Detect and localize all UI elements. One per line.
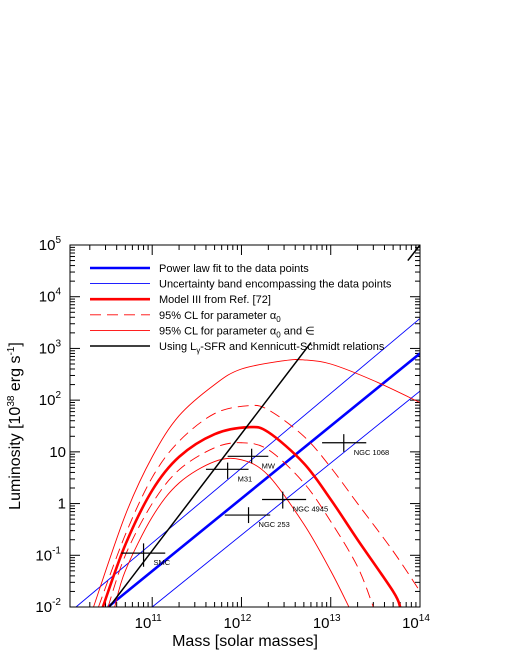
y-tick-label-base: 10	[35, 547, 52, 564]
data-point: NGC 4945	[262, 491, 328, 513]
y-axis-title-part2: erg s	[7, 356, 24, 396]
series-line-5	[107, 442, 374, 607]
y-tick-label-base: 10	[39, 289, 56, 306]
y-axis-title-sup1: 38	[6, 395, 17, 407]
data-point: NGC 253	[224, 507, 290, 529]
legend-label: Using Lγ-SFR and Kennicutt-Schmidt relat…	[159, 341, 385, 355]
y-tick-label: 1	[58, 496, 66, 513]
series-line-3	[101, 425, 402, 607]
x-tick-label: 1011	[135, 613, 163, 632]
series-line-1	[75, 318, 420, 607]
x-axis-title: Mass [solar masses]	[172, 633, 318, 650]
legend-label-text: Using L	[159, 341, 196, 353]
x-tick-label-exp: 12	[240, 613, 252, 624]
data-point-label: SMC	[154, 558, 171, 567]
y-tick-label-base: 1	[58, 496, 66, 513]
legend-label: 95% CL for parameter α0	[159, 310, 281, 324]
series-line-7	[114, 457, 350, 607]
y-tick-label-exp: -1	[52, 545, 61, 556]
y-tick-label: 102	[39, 390, 62, 409]
y-tick-label-exp: 4	[55, 287, 61, 298]
y-tick-label: 10-2	[35, 597, 61, 616]
x-tick-label-base: 10	[313, 615, 330, 632]
x-tick-label: 1013	[313, 613, 341, 632]
x-tick-label: 1014	[402, 613, 430, 632]
y-tick-label: 10	[49, 444, 66, 461]
legend-label-sub: 0	[276, 315, 281, 324]
x-tick-label-exp: 13	[330, 613, 342, 624]
data-point: M31	[205, 462, 253, 483]
legend-label-suffix: and ∈	[281, 325, 315, 337]
series-line-0	[107, 352, 420, 607]
legend-label-sub: 0	[276, 330, 281, 339]
data-point-label: NGC 253	[259, 520, 290, 529]
data-point-label: NGC 4945	[293, 504, 328, 513]
x-tick-labels: 1011 1012 1013 1014	[135, 613, 431, 632]
data-point-label: MW	[262, 461, 276, 470]
data-point: MW	[227, 448, 276, 470]
y-axis-title-sup2: -1	[6, 346, 17, 355]
y-tick-label-base: 10	[39, 392, 56, 409]
data-point: SMC	[121, 543, 171, 567]
series-line-9	[407, 245, 420, 262]
legend-label-text: Power law fit to the data points	[159, 263, 309, 275]
plot-frame	[69, 244, 421, 608]
y-tick-label: 103	[39, 338, 62, 357]
series-line-8	[108, 342, 312, 607]
y-tick-label-base: 10	[35, 599, 52, 616]
y-tick-label-exp: 2	[55, 390, 61, 401]
legend-label-text: Uncertainty band encompassing the data p…	[159, 279, 392, 291]
legend-label: Uncertainty band encompassing the data p…	[159, 279, 392, 291]
legend-label: 95% CL for parameter α0 and ∈	[159, 325, 315, 339]
y-tick-label: 104	[39, 287, 62, 306]
x-tick-label: 1012	[224, 613, 252, 632]
y-tick-label: 10-1	[35, 545, 61, 564]
data-point: NGC 1068	[322, 434, 389, 457]
x-tick-label-base: 10	[135, 615, 152, 632]
x-tick-label-exp: 11	[151, 613, 162, 624]
series-line-4	[98, 404, 420, 607]
legend-label-text: Model III from Ref. [72]	[159, 294, 271, 306]
y-tick-label-base: 10	[49, 444, 66, 461]
y-tick-label-exp: 5	[55, 235, 61, 246]
legend-label-text: 95% CL for parameter α	[159, 310, 277, 322]
legend-label: Model III from Ref. [72]	[159, 294, 271, 306]
legend-label-suffix: -SFR and Kennicutt-Schmidt relations	[200, 341, 385, 353]
x-tick-label-base: 10	[402, 615, 419, 632]
y-tick-label-exp: 3	[55, 338, 61, 349]
y-tick-label-base: 10	[39, 340, 56, 357]
x-tick-label-base: 10	[224, 615, 241, 632]
legend-label-sub: γ	[196, 346, 200, 355]
y-tick-label-exp: -2	[52, 597, 61, 608]
y-tick-label: 105	[39, 235, 62, 254]
x-tick-label-exp: 14	[419, 613, 431, 624]
legend-label: Power law fit to the data points	[159, 263, 309, 275]
series-line-6	[93, 359, 420, 607]
data-point-label: NGC 1068	[354, 448, 389, 457]
y-axis-title-end: ]	[7, 342, 24, 346]
y-axis-title: Luminosity [1038 erg s-1]	[6, 342, 24, 510]
data-point-label: M31	[238, 474, 253, 483]
legend: Power law fit to the data points Uncertai…	[90, 263, 392, 355]
y-axis-title-part1: Luminosity [10	[7, 407, 24, 510]
legend-label-text: 95% CL for parameter α	[159, 325, 277, 337]
y-tick-label-base: 10	[39, 237, 56, 254]
